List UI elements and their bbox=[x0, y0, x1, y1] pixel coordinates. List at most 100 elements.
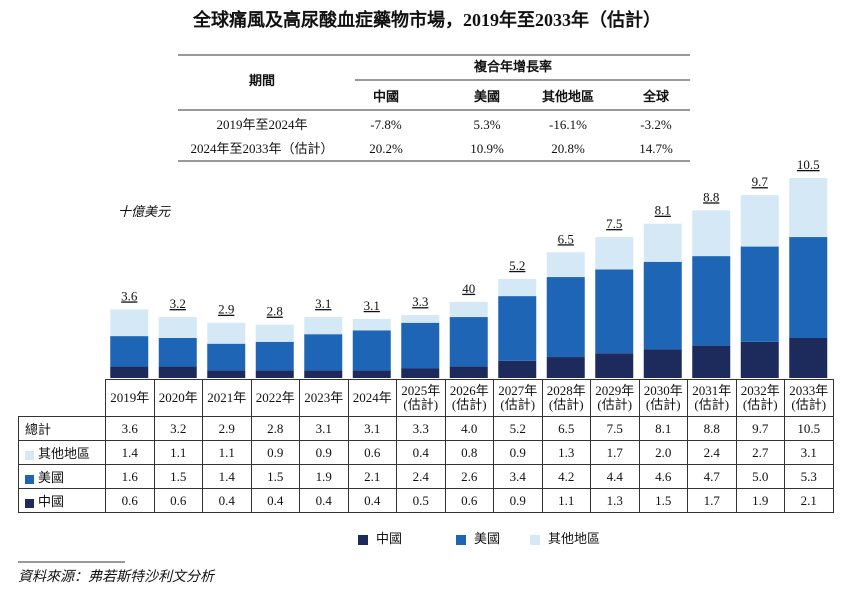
table-value: 1.3 bbox=[541, 440, 591, 465]
series-row: 美國 1.6 1.5 1.4 1.5 1.9 2.1 2.4 2.6 3.4 4.2 4.4 4.6 4.… bbox=[18, 464, 834, 489]
table-value: 2.1 bbox=[347, 464, 397, 489]
bar-segment bbox=[692, 345, 731, 378]
bar-label: 10.5 bbox=[797, 157, 820, 172]
category-label: 2028年 (估計) bbox=[541, 379, 591, 417]
table-value: 1.6 bbox=[105, 464, 155, 489]
table-value: 0.9 bbox=[493, 488, 543, 513]
total-value: 8.8 bbox=[687, 416, 737, 441]
bar-segment bbox=[740, 246, 779, 342]
legend-swatch bbox=[530, 535, 540, 545]
total-value: 10.5 bbox=[784, 416, 834, 441]
header-row: 2019年 2020年 2021年 2022年 2023年 2024年 2025年 (估計)… bbox=[18, 379, 834, 417]
cagr-group-header: 複合年增長率 bbox=[473, 59, 552, 74]
row-label: 其他地區 bbox=[18, 440, 106, 465]
cagr-value: -3.2% bbox=[640, 117, 672, 132]
bar-label: 3.1 bbox=[315, 296, 331, 311]
table-value: 1.9 bbox=[299, 464, 349, 489]
cagr-value: 20.2% bbox=[369, 141, 403, 156]
bar-segment bbox=[255, 341, 294, 371]
table-value: 2.7 bbox=[735, 440, 785, 465]
table-value: 0.6 bbox=[444, 488, 494, 513]
total-value: 7.5 bbox=[590, 416, 640, 441]
bar-segment bbox=[110, 309, 149, 337]
table-value: 4.6 bbox=[638, 464, 688, 489]
table-value: 2.4 bbox=[687, 440, 737, 465]
table-value: 1.7 bbox=[590, 440, 640, 465]
bar-label: 40 bbox=[462, 281, 475, 296]
bar-label: 7.5 bbox=[606, 216, 622, 231]
table-value: 0.6 bbox=[347, 440, 397, 465]
bar-segment bbox=[643, 349, 682, 378]
bar-segment bbox=[595, 353, 634, 378]
cagr-column-header: 其他地區 bbox=[542, 89, 594, 104]
total-value: 2.9 bbox=[202, 416, 252, 441]
legend-swatch bbox=[25, 474, 34, 484]
bar-label: 3.6 bbox=[121, 288, 138, 303]
bar-segment bbox=[498, 278, 537, 297]
table-value: 0.9 bbox=[299, 440, 349, 465]
cagr-value: 5.3% bbox=[473, 117, 500, 132]
bar-segment bbox=[692, 210, 731, 257]
bar-label: 2.8 bbox=[267, 304, 283, 319]
bar-segment bbox=[110, 336, 149, 367]
bar-segment bbox=[546, 252, 585, 278]
total-value: 3.1 bbox=[347, 416, 397, 441]
total-row: 總計 3.6 3.2 2.9 2.8 3.1 3.1 3.3 4.0 5.2 6.5 7.5 8.1 8.… bbox=[18, 416, 834, 441]
row-label: 美國 bbox=[18, 464, 106, 489]
table-value: 0.8 bbox=[444, 440, 494, 465]
category-label: 2026年 (估計) bbox=[444, 379, 494, 417]
table-value: 4.2 bbox=[541, 464, 591, 489]
table-value: 1.4 bbox=[105, 440, 155, 465]
row-label-text: 其他地區 bbox=[38, 446, 91, 461]
series-row: 其他地區 1.4 1.1 1.1 0.9 0.9 0.6 0.4 0.8 0.9 1.3 1.7 2.0… bbox=[18, 440, 834, 465]
bar-segment bbox=[158, 317, 197, 338]
cagr-value: 20.8% bbox=[551, 141, 585, 156]
cagr-value: -16.1% bbox=[549, 117, 587, 132]
bar-segment bbox=[546, 277, 585, 358]
bar-segment bbox=[789, 237, 828, 338]
table-value: 1.5 bbox=[250, 464, 300, 489]
bar-label: 3.1 bbox=[364, 298, 380, 313]
bar-segment bbox=[401, 368, 440, 378]
bar-label: 8.1 bbox=[655, 203, 671, 218]
table-value: 0.4 bbox=[347, 488, 397, 513]
table-value: 1.7 bbox=[687, 488, 737, 513]
table-value: 0.6 bbox=[105, 488, 155, 513]
cagr-value: -7.8% bbox=[370, 117, 402, 132]
legend-swatch bbox=[358, 535, 368, 545]
bar-segment bbox=[498, 360, 537, 378]
bar-label: 3.2 bbox=[170, 296, 186, 311]
corner-cell bbox=[18, 379, 106, 417]
bar-segment bbox=[643, 223, 682, 262]
table-value: 0.5 bbox=[396, 488, 446, 513]
table-value: 5.0 bbox=[735, 464, 785, 489]
bar-segment bbox=[692, 256, 731, 346]
table-value: 0.4 bbox=[250, 488, 300, 513]
data-table: 2019年 2020年 2021年 2022年 2023年 2024年 2025年 (估計)… bbox=[18, 379, 834, 513]
total-value: 3.3 bbox=[396, 416, 446, 441]
bar-segment bbox=[449, 317, 488, 367]
legend-swatch bbox=[25, 498, 34, 508]
source: 資料來源：弗若斯特沙利文分析 bbox=[18, 569, 216, 585]
bar-label: 3.3 bbox=[412, 294, 428, 309]
bar-segment bbox=[789, 178, 828, 238]
cagr-row-label: 2019年至2024年 bbox=[216, 117, 307, 132]
legend-label: 美國 bbox=[474, 531, 500, 546]
bar-segment bbox=[255, 370, 294, 378]
table-value: 0.6 bbox=[153, 488, 203, 513]
category-label: 2033年 (估計) bbox=[784, 379, 834, 417]
bar-label: 9.7 bbox=[752, 174, 769, 189]
category-label: 2030年 (估計) bbox=[638, 379, 688, 417]
table-value: 0.4 bbox=[202, 488, 252, 513]
bar-label: 6.5 bbox=[558, 231, 574, 246]
cagr-column-header: 中國 bbox=[373, 89, 399, 104]
total-value: 3.6 bbox=[105, 416, 155, 441]
total-value: 3.2 bbox=[153, 416, 203, 441]
bar-segment bbox=[158, 366, 197, 378]
bar-segment bbox=[207, 343, 246, 371]
bar-label: 8.8 bbox=[703, 189, 719, 204]
table-value: 1.5 bbox=[153, 464, 203, 489]
table-value: 2.0 bbox=[638, 440, 688, 465]
bar-segment bbox=[304, 317, 343, 335]
